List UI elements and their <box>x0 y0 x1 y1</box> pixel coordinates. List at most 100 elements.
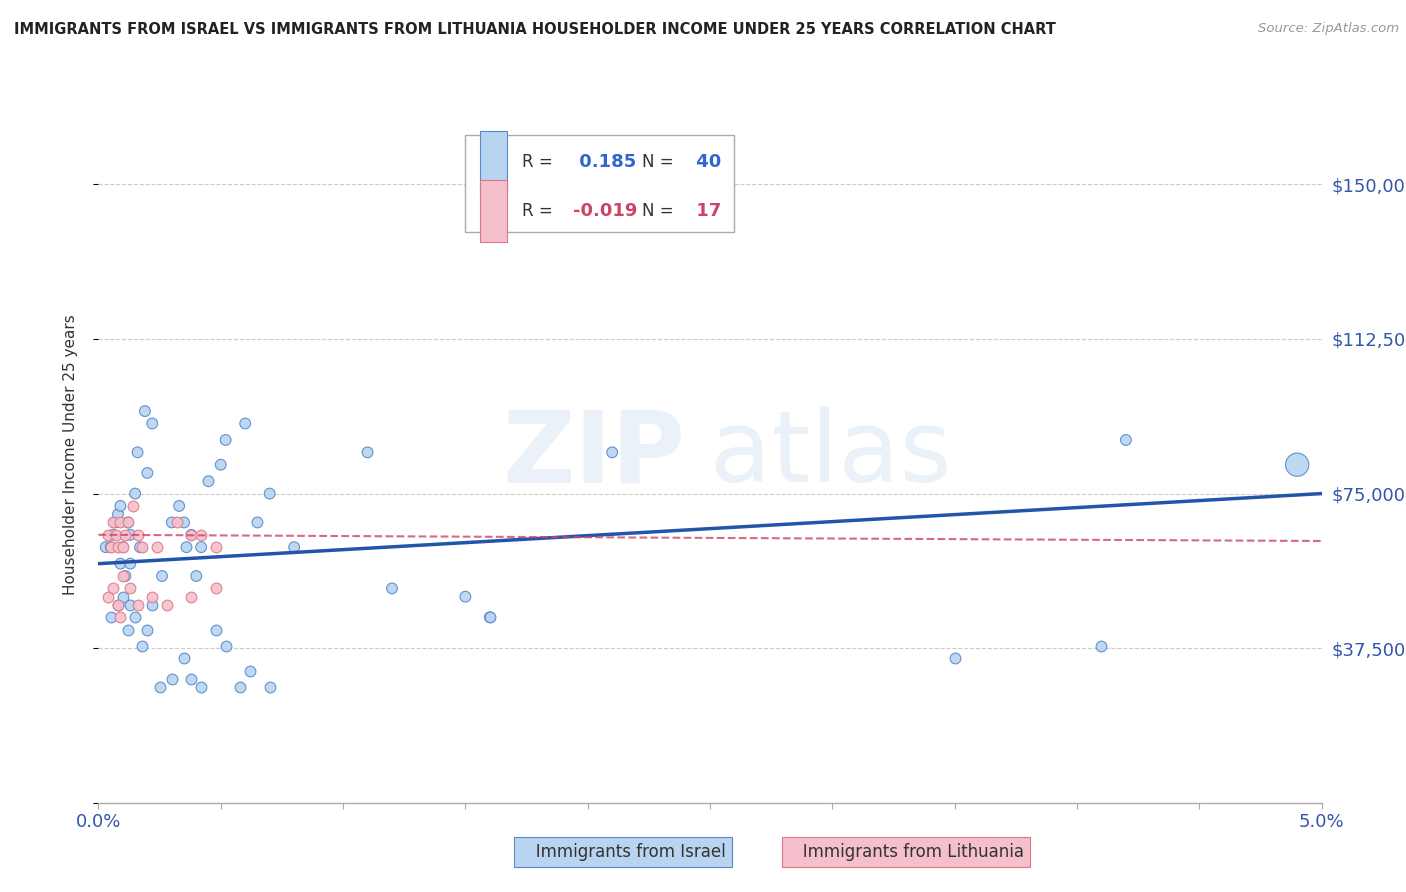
Point <box>129 540 152 554</box>
Point <box>209 458 232 472</box>
Point <box>180 672 202 686</box>
Point <box>205 540 228 554</box>
Point <box>356 445 378 459</box>
Text: ZIP: ZIP <box>503 407 686 503</box>
Point <box>1286 458 1309 472</box>
Point <box>107 598 129 612</box>
Point <box>101 528 124 542</box>
FancyBboxPatch shape <box>465 135 734 232</box>
Point <box>104 528 127 542</box>
Point <box>107 598 129 612</box>
Point <box>381 582 404 596</box>
Point <box>173 651 195 665</box>
Point <box>136 466 159 480</box>
FancyBboxPatch shape <box>479 179 508 242</box>
Point <box>120 557 142 571</box>
Text: N =: N = <box>641 153 673 171</box>
Text: R =: R = <box>522 153 553 171</box>
Point <box>259 486 281 500</box>
Text: 0.185: 0.185 <box>574 153 637 171</box>
Point <box>205 582 228 596</box>
Point <box>100 540 122 554</box>
Point <box>149 681 172 695</box>
Point <box>190 528 212 542</box>
Point <box>141 598 163 612</box>
Point <box>186 569 208 583</box>
Point <box>107 540 129 554</box>
Point <box>229 681 252 695</box>
Point <box>160 672 183 686</box>
Text: atlas: atlas <box>710 407 952 503</box>
Text: -0.019: -0.019 <box>574 202 637 219</box>
Point <box>124 486 146 500</box>
Point <box>283 540 305 554</box>
Point <box>136 623 159 637</box>
Point <box>141 417 163 431</box>
Point <box>101 516 124 530</box>
Point <box>180 528 202 542</box>
Point <box>111 569 134 583</box>
Point <box>117 516 139 530</box>
Point <box>127 445 149 459</box>
Point <box>97 590 120 604</box>
Point <box>180 590 202 604</box>
Point <box>127 528 149 542</box>
Point <box>120 582 142 596</box>
Point <box>131 540 153 554</box>
Point <box>121 499 143 513</box>
Point <box>141 590 163 604</box>
Point <box>97 528 120 542</box>
Point <box>1115 433 1137 447</box>
Point <box>205 623 228 637</box>
Point <box>100 540 122 554</box>
Point <box>110 610 132 624</box>
Point <box>197 474 219 488</box>
Text: Immigrants from Israel: Immigrants from Israel <box>520 843 725 861</box>
Point <box>167 499 190 513</box>
Point <box>134 404 156 418</box>
Point <box>117 623 139 637</box>
Point <box>180 528 202 542</box>
Point <box>111 540 134 554</box>
Point <box>478 610 501 624</box>
Point <box>94 540 117 554</box>
Y-axis label: Householder Income Under 25 years: Householder Income Under 25 years <box>63 315 77 595</box>
Point <box>943 651 966 665</box>
Point <box>214 433 236 447</box>
Text: R =: R = <box>522 202 553 219</box>
Point <box>104 516 127 530</box>
Point <box>454 590 477 604</box>
Point <box>127 598 149 612</box>
Point <box>259 681 281 695</box>
Point <box>166 516 188 530</box>
Point <box>150 569 173 583</box>
Point <box>176 540 198 554</box>
Point <box>110 499 132 513</box>
Text: 17: 17 <box>690 202 721 219</box>
Point <box>190 681 212 695</box>
Point <box>110 557 132 571</box>
Text: 40: 40 <box>690 153 721 171</box>
Point <box>146 540 169 554</box>
Point <box>131 639 153 653</box>
Point <box>120 598 142 612</box>
Text: N =: N = <box>641 202 673 219</box>
Point <box>478 610 501 624</box>
Point <box>233 417 256 431</box>
Point <box>190 540 212 554</box>
Point <box>111 540 134 554</box>
Point <box>100 610 122 624</box>
Point <box>246 516 269 530</box>
Point <box>1090 639 1112 653</box>
Point <box>117 516 139 530</box>
Point <box>120 528 142 542</box>
Point <box>110 516 132 530</box>
Point <box>101 582 124 596</box>
Point <box>114 569 136 583</box>
Point <box>156 598 179 612</box>
Text: Source: ZipAtlas.com: Source: ZipAtlas.com <box>1258 22 1399 36</box>
Point <box>600 445 623 459</box>
Text: Immigrants from Lithuania: Immigrants from Lithuania <box>787 843 1025 861</box>
Point <box>214 639 236 653</box>
Point <box>114 528 136 542</box>
